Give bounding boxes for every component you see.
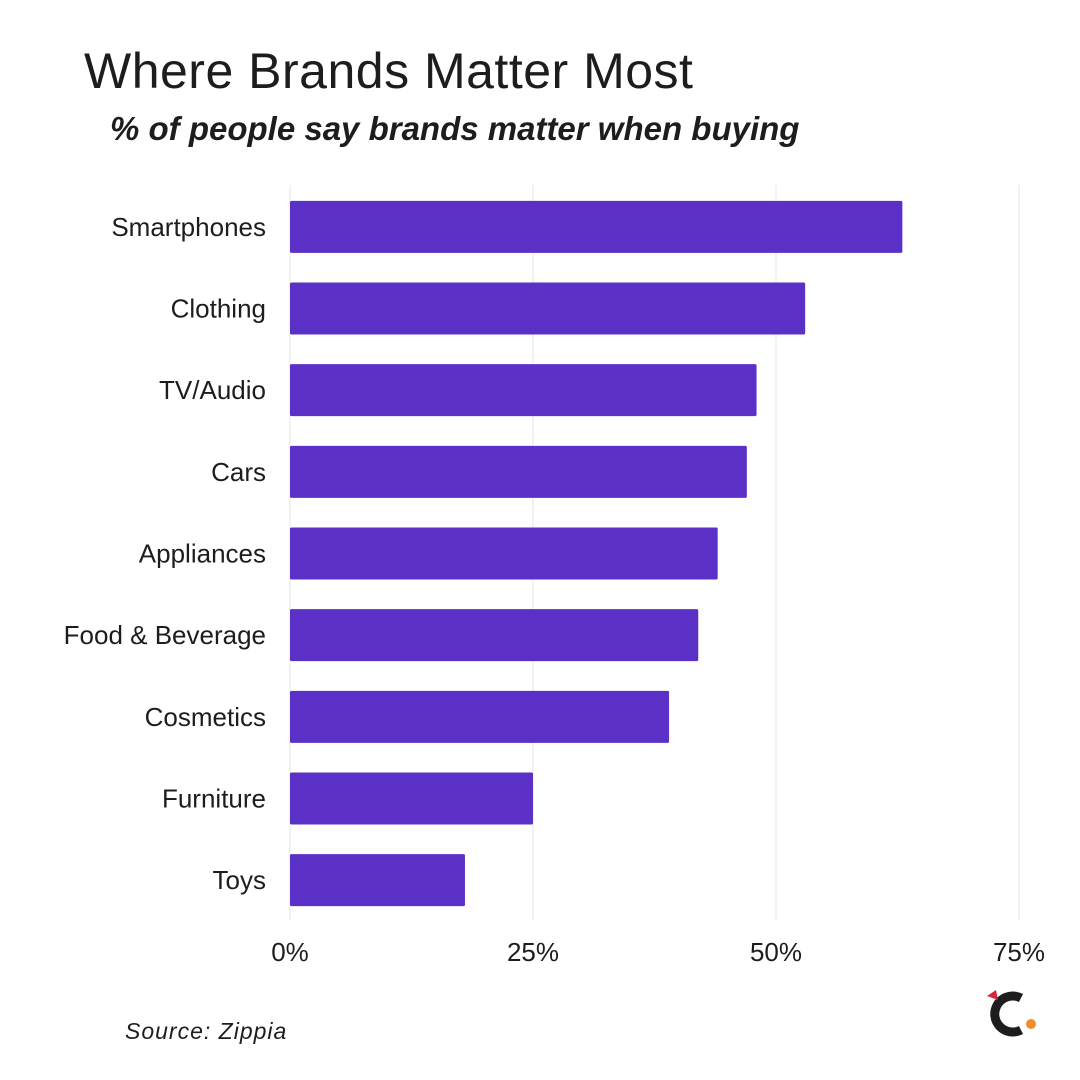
category-label: Smartphones — [111, 212, 266, 242]
category-label: Clothing — [171, 294, 266, 324]
bar-smartphones — [290, 200, 903, 253]
category-label: TV/Audio — [159, 375, 266, 405]
category-label: Cosmetics — [145, 702, 266, 732]
x-tick-label: 75% — [993, 937, 1045, 967]
x-tick-label: 25% — [507, 937, 559, 967]
bars — [290, 200, 903, 907]
bar-chart: Smartphones Clothing TV/Audio Cars Appliance… — [64, 185, 1045, 967]
category-label: Appliances — [139, 539, 266, 569]
chart-title: Where Brands Matter Most — [84, 43, 694, 99]
x-tick-label: 0% — [271, 937, 309, 967]
x-axis-tick-labels: 0% 25% 50% 75% — [271, 937, 1045, 967]
bar-cosmetics — [290, 690, 670, 743]
chart-subtitle: % of people say brands matter when buyin… — [110, 110, 800, 147]
bar-furniture — [290, 772, 533, 825]
bar-food-beverage — [290, 609, 699, 662]
bar-toys — [290, 854, 465, 907]
category-label: Food & Beverage — [64, 620, 266, 650]
bar-cars — [290, 445, 747, 498]
category-label: Cars — [211, 457, 266, 487]
category-label: Furniture — [162, 784, 266, 814]
zippia-logo-icon — [987, 990, 1036, 1037]
x-tick-label: 50% — [750, 937, 802, 967]
category-labels: Smartphones Clothing TV/Audio Cars Appliance… — [64, 212, 266, 895]
bar-clothing — [290, 282, 806, 335]
bar-tv-audio — [290, 364, 757, 417]
category-label: Toys — [213, 865, 266, 895]
bar-appliances — [290, 527, 718, 580]
source-note: Source: Zippia — [125, 1018, 288, 1044]
